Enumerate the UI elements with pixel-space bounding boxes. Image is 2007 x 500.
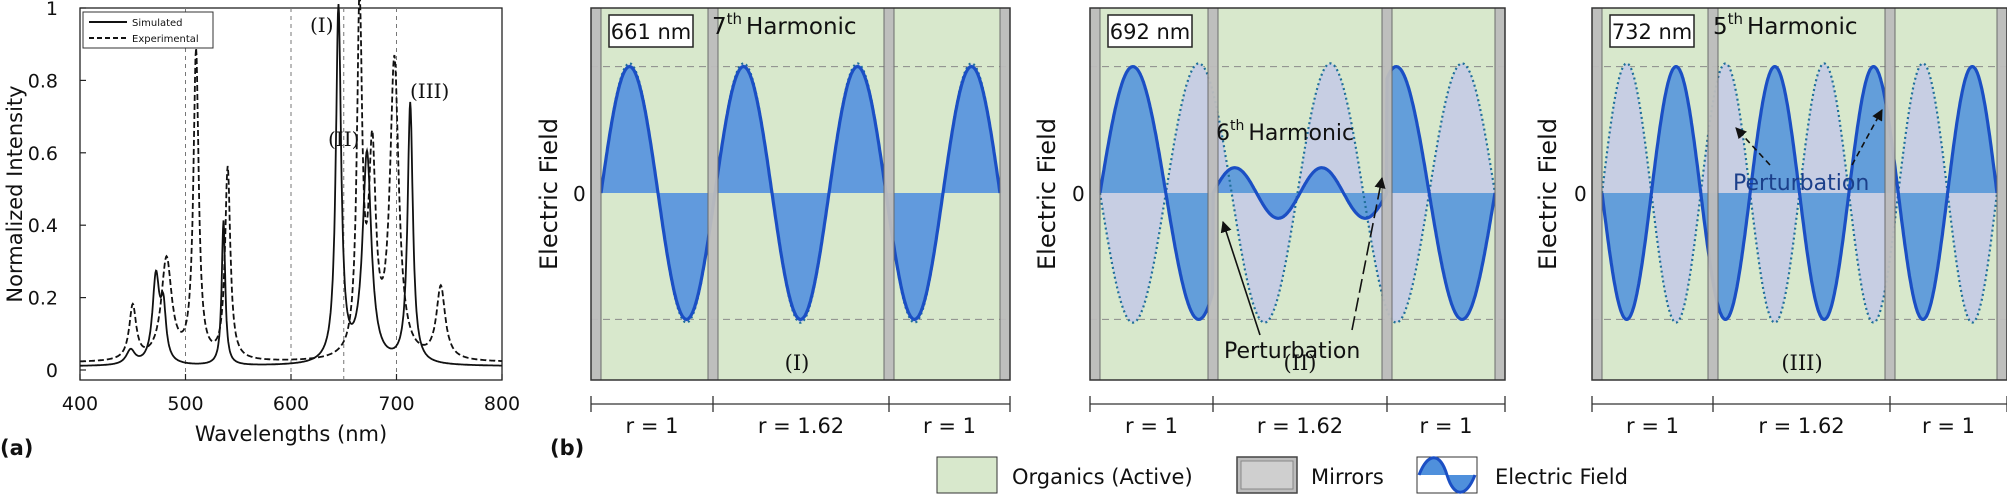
x-tick-label-500: 500 [167, 393, 203, 415]
field-line [1098, 64, 1497, 322]
mirror-0 [590, 7, 602, 381]
mirror-3 [1996, 7, 2007, 381]
peak-label-III: (III) [410, 79, 449, 103]
mirror-2 [1884, 7, 1896, 381]
mirror-3 [1494, 7, 1506, 381]
x-tick-label-600: 600 [273, 393, 309, 415]
region-label-2: r = 1 [1922, 414, 1975, 438]
panel-frame [590, 7, 1011, 381]
y-tick-label-0.4: 0.4 [28, 215, 58, 237]
y-tick-label-0.2: 0.2 [28, 288, 58, 310]
mirror-1 [707, 7, 719, 381]
mirror-2 [1381, 7, 1393, 381]
perturbation-arrow-left [1220, 220, 1261, 336]
spectrum-legend: Simulated Experimental [82, 11, 214, 49]
wavelength-box [1107, 14, 1193, 48]
field-y-label: Electric Field [1033, 118, 1061, 270]
legend-box [82, 11, 214, 49]
mode-label: (I) [785, 351, 810, 375]
field-fill [601, 66, 1000, 320]
field-zero-label: 0 [1072, 182, 1085, 206]
wavelength-label: 661 nm [611, 20, 692, 44]
wavelength-box [1609, 14, 1695, 48]
region-label-0: r = 1 [626, 414, 679, 438]
mode-label: (II) [1284, 351, 1317, 375]
field-panels: Electric Field 0 661 nm 7th Harmonic (I) r = 1… [535, 7, 2007, 438]
perturbation-arrow-left [1735, 127, 1771, 166]
perturbation-arrow-right [1351, 176, 1386, 331]
experimental-series [80, 0, 502, 363]
legend-efield-line [1417, 456, 1477, 494]
y-tick-label-0.6: 0.6 [28, 143, 58, 165]
y-tick-label-0: 0 [46, 360, 58, 382]
spectrum-panel: 400 500 600 700 800 0 0.2 0.4 0.6 0.8 1 Normalize… [3, 0, 520, 446]
mirror-2 [883, 7, 895, 381]
legend-organics: Organics (Active) [1012, 465, 1193, 489]
peak-label-I: (I) [310, 13, 334, 37]
field-reference-line [599, 62, 1002, 324]
legend-mirrors: Mirrors [1311, 465, 1384, 489]
mirror-0 [1591, 7, 1603, 381]
panel-label-b: (b) [550, 436, 584, 460]
legend-efield: Electric Field [1495, 465, 1628, 489]
wavelength-label: 692 nm [1110, 20, 1191, 44]
mirror-1 [1707, 7, 1719, 381]
harmonic-label: 7th Harmonic [712, 10, 857, 40]
region-brackets: r = 1 r = 1.62 r = 1 [1591, 396, 2007, 438]
perturbation-label: Perturbation [1733, 171, 1869, 196]
wavelength-box [608, 14, 694, 48]
panel-frame [1591, 7, 2007, 381]
region-label-0: r = 1 [1125, 414, 1178, 438]
region-label-1: r = 1.62 [1257, 414, 1343, 438]
mode-label: (III) [1781, 351, 1822, 375]
region-label-0: r = 1 [1626, 414, 1679, 438]
legend-organics-swatch [936, 456, 998, 494]
x-tick-label-700: 700 [378, 393, 414, 415]
spectrum-x-ticks: 400 500 600 700 800 [62, 374, 520, 415]
legend-mirrors-inner [1240, 460, 1294, 490]
mirror-0 [1089, 7, 1101, 381]
panel-frame [1089, 7, 1506, 381]
peak-label-II: (II) [328, 127, 359, 151]
region-label-1: r = 1.62 [1758, 414, 1844, 438]
legend-simulated: Simulated [132, 18, 183, 29]
spectrum-guides [185, 8, 397, 380]
perturbation-arrow-right [1851, 109, 1883, 166]
mirror-1 [1207, 7, 1219, 381]
field-zero-label: 0 [1574, 182, 1587, 206]
y-tick-label-0.8: 0.8 [28, 70, 58, 92]
field-zero-label: 0 [573, 182, 586, 206]
spectrum-y-ticks: 0 0.2 0.4 0.6 0.8 1 [28, 0, 86, 382]
x-tick-label-400: 400 [62, 393, 98, 415]
region-label-2: r = 1 [923, 414, 976, 438]
field-line [1600, 65, 1999, 321]
spectrum-y-label: Normalized Intensity [3, 85, 27, 302]
legend-experimental: Experimental [132, 34, 199, 45]
perturbation-label: Perturbation [1224, 339, 1360, 364]
simulated-series [80, 3, 502, 367]
field-y-label: Electric Field [535, 118, 563, 270]
harmonic-6-num: 6th Harmonic [1216, 118, 1354, 146]
region-brackets: r = 1 r = 1.62 r = 1 [1089, 396, 1506, 438]
panel-label-a: (a) [0, 436, 33, 460]
y-tick-label-1: 1 [46, 0, 58, 20]
bottom-legend: Organics (Active) Mirrors Electric Field [936, 456, 1628, 494]
field-y-label: Electric Field [1534, 118, 1562, 270]
mirror-3 [999, 7, 1011, 381]
region-label-2: r = 1 [1420, 414, 1473, 438]
spectrum-x-label: Wavelengths (nm) [195, 422, 387, 446]
wavelength-label: 732 nm [1612, 20, 1693, 44]
region-label-1: r = 1.62 [758, 414, 844, 438]
field-panel-1: Electric Field 0 661 nm 7th Harmonic (I) r = 1… [535, 7, 1011, 438]
harmonic-label: 5th Harmonic [1713, 10, 1858, 40]
region-brackets: r = 1 r = 1.62 r = 1 [590, 396, 1011, 438]
field-panel-3: Electric Field 0 732 nm 5th Harmonic (III) r =… [1534, 7, 2007, 438]
field-line [599, 64, 1002, 322]
x-tick-label-800: 800 [484, 393, 520, 415]
